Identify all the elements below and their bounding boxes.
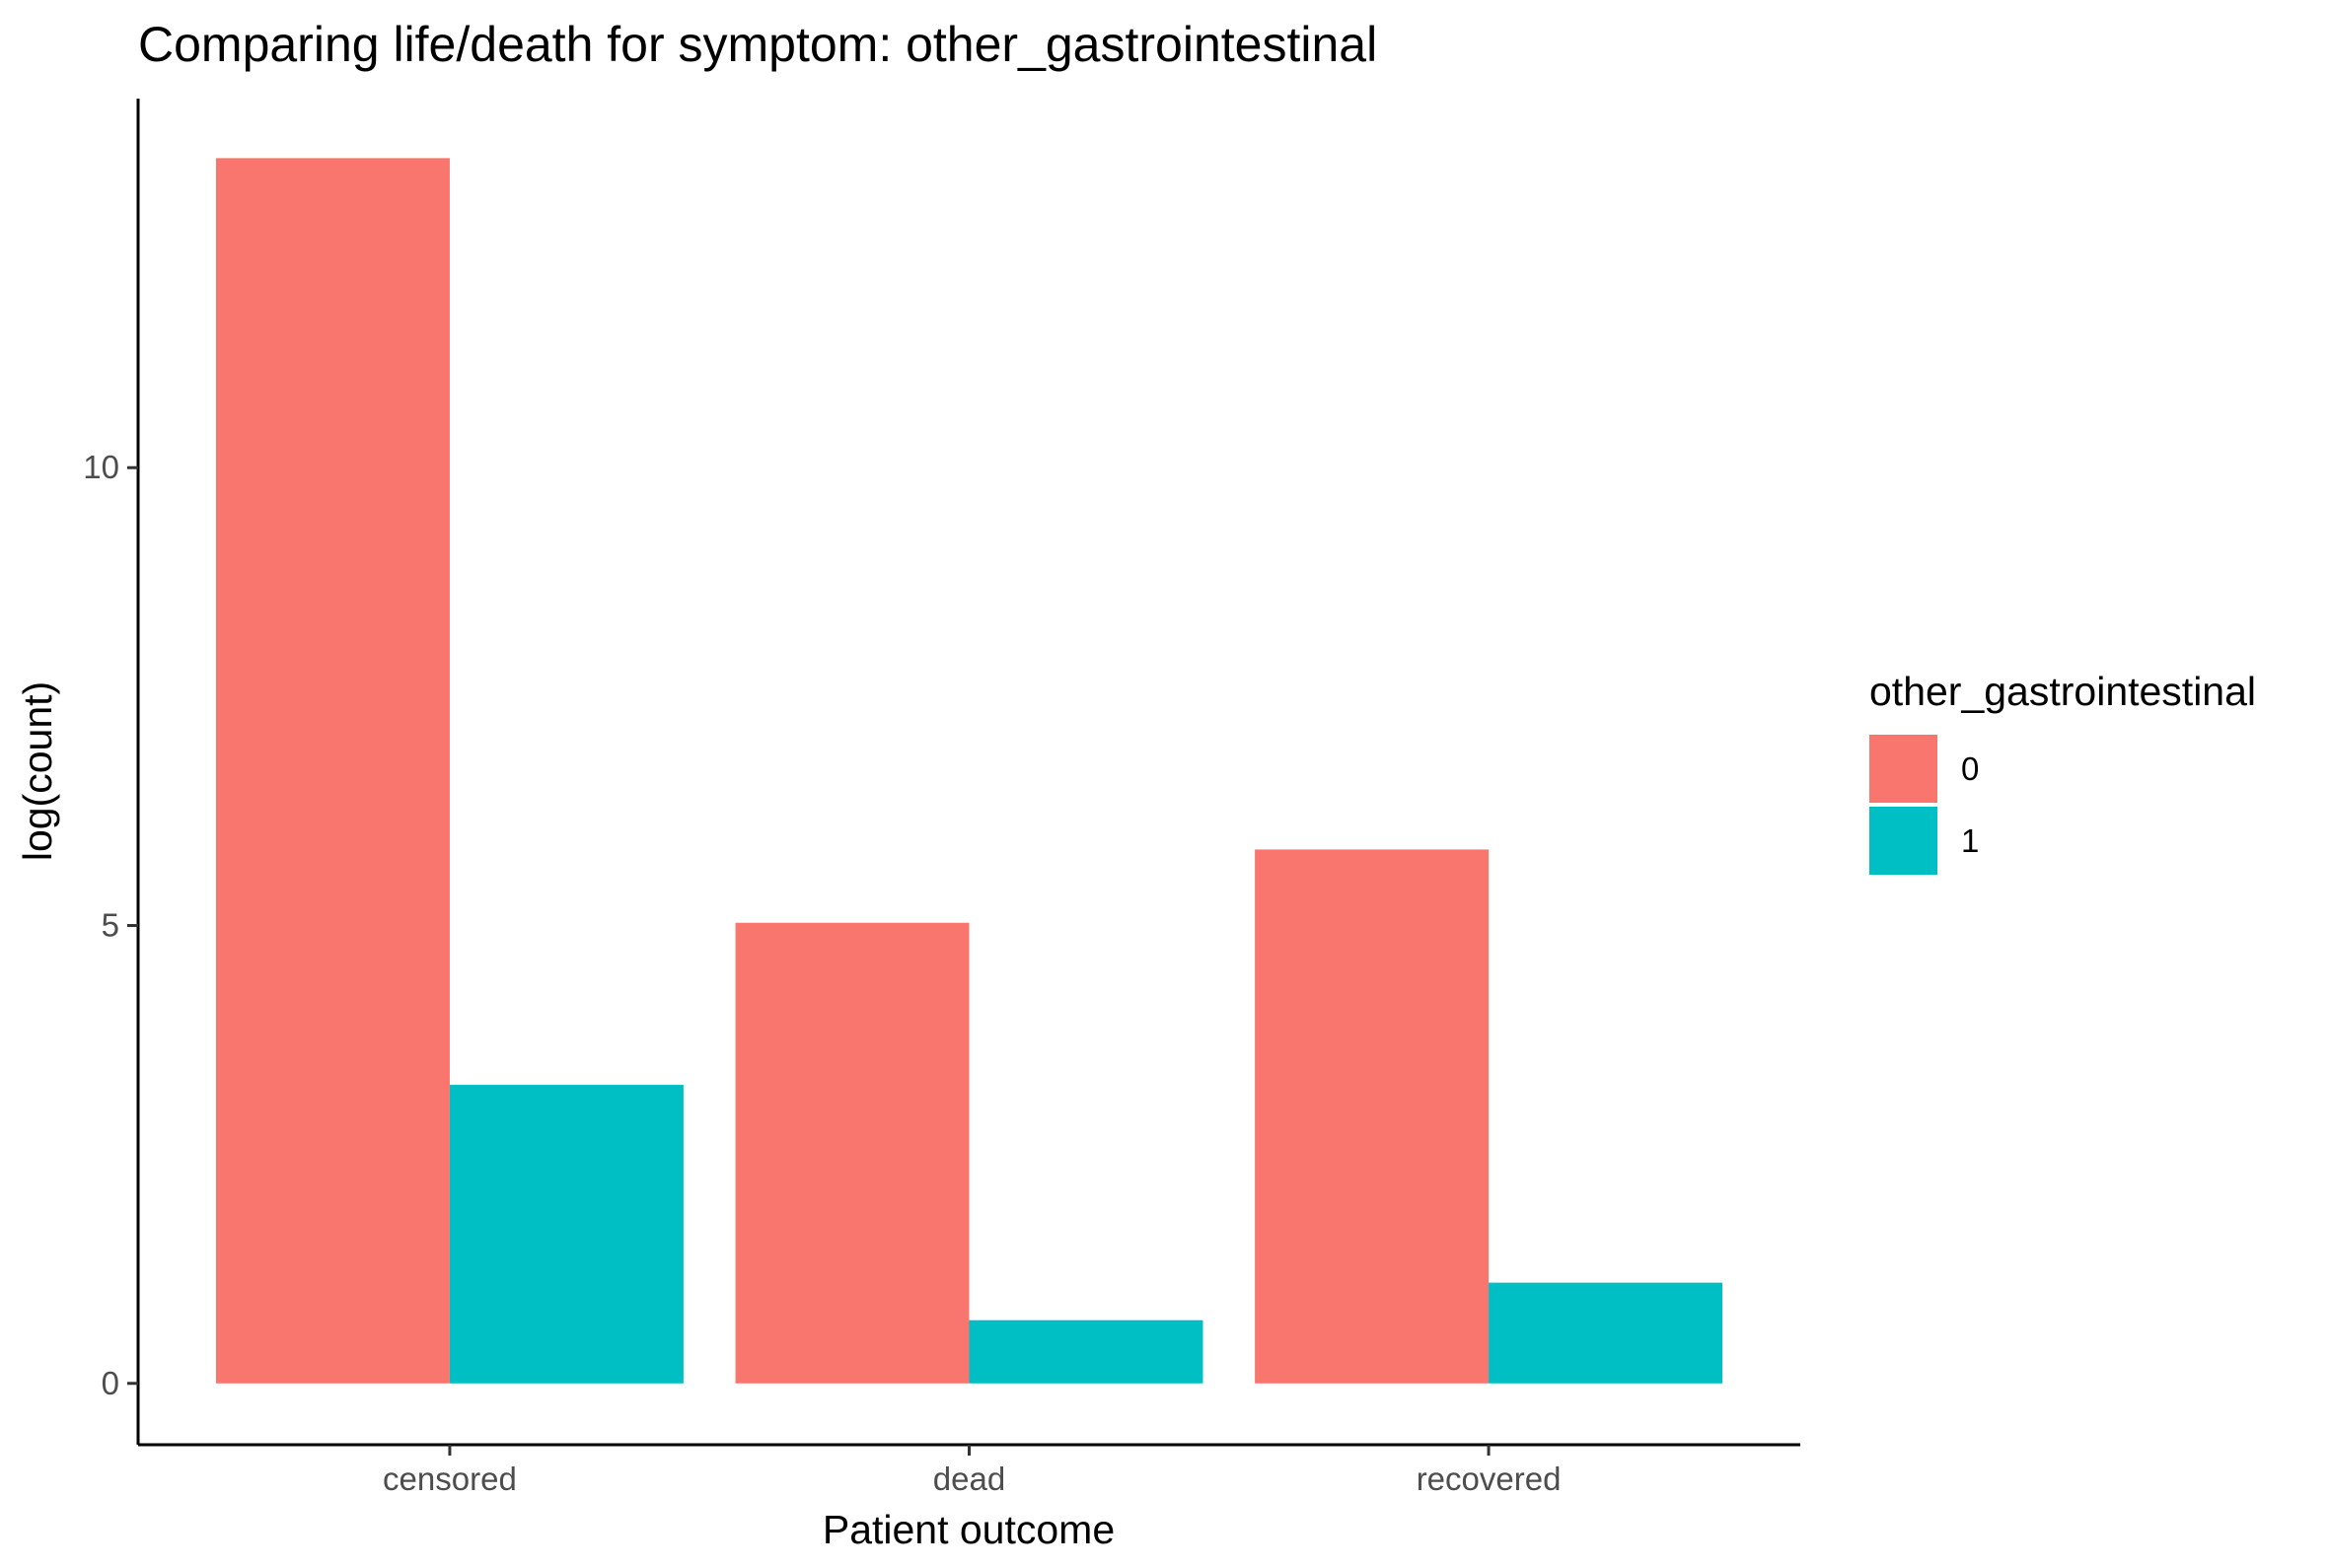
legend-key-1 [1869, 807, 1937, 875]
y-tick-label: 5 [102, 907, 119, 944]
legend-items: 01 [1869, 735, 1979, 875]
bar-dead-series-0 [735, 922, 970, 1384]
y-axis-ticks: 0 5 10 [83, 449, 138, 1401]
legend: other_gastrointestinal 01 [1869, 669, 2256, 875]
y-tick-label: 0 [102, 1365, 119, 1401]
x-tick-label-recovered: recovered [1417, 1461, 1562, 1497]
bar-recovered-series-0 [1255, 849, 1490, 1384]
x-axis-ticks: censored dead recovered [383, 1445, 1561, 1497]
x-tick-label-censored: censored [383, 1461, 517, 1497]
legend-title: other_gastrointestinal [1869, 669, 2256, 714]
bar-censored-series-0 [215, 158, 450, 1384]
bar-recovered-series-1 [1489, 1282, 1723, 1384]
bar-censored-series-1 [449, 1085, 684, 1384]
y-tick-label: 10 [83, 449, 119, 485]
legend-label-1: 1 [1961, 822, 1979, 859]
bar-dead-series-1 [969, 1319, 1203, 1384]
x-tick-label-dead: dead [933, 1461, 1005, 1497]
bars-layer [215, 158, 1723, 1384]
legend-label-0: 0 [1961, 750, 1979, 787]
chart-title: Comparing life/death for symptom: other_… [138, 17, 1377, 72]
legend-key-0 [1869, 735, 1937, 803]
x-axis-title: Patient outcome [823, 1507, 1115, 1552]
y-axis-title: log(count) [15, 681, 60, 861]
